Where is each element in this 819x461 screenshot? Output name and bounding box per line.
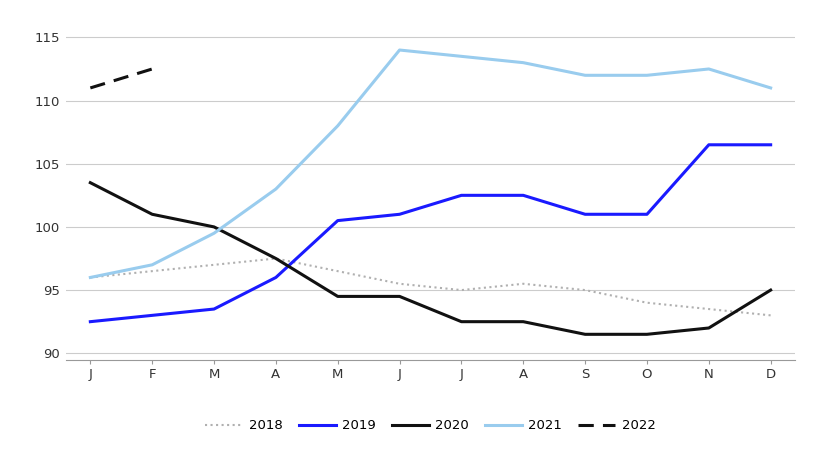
2020 [518, 319, 527, 325]
2018 [147, 268, 157, 274]
2018 [85, 275, 95, 280]
2020 [703, 325, 713, 331]
2018 [270, 256, 280, 261]
2020 [394, 294, 404, 299]
2021 [85, 275, 95, 280]
2021 [209, 230, 219, 236]
Legend: 2018, 2019, 2020, 2021, 2022: 2018, 2019, 2020, 2021, 2022 [200, 414, 660, 437]
2020 [641, 331, 651, 337]
2018 [518, 281, 527, 287]
2019 [703, 142, 713, 148]
2022 [147, 66, 157, 72]
2021 [518, 60, 527, 65]
2021 [580, 72, 590, 78]
2018 [765, 313, 775, 318]
Line: 2022: 2022 [90, 69, 152, 88]
2021 [147, 262, 157, 267]
2021 [456, 53, 466, 59]
2019 [270, 275, 280, 280]
2018 [703, 306, 713, 312]
2018 [580, 287, 590, 293]
2019 [580, 212, 590, 217]
2020 [270, 256, 280, 261]
2021 [394, 47, 404, 53]
2021 [641, 72, 651, 78]
2019 [209, 306, 219, 312]
2018 [394, 281, 404, 287]
2019 [518, 193, 527, 198]
2019 [85, 319, 95, 325]
Line: 2021: 2021 [90, 50, 770, 278]
2020 [147, 212, 157, 217]
2020 [765, 287, 775, 293]
2021 [333, 123, 342, 129]
2018 [641, 300, 651, 306]
Line: 2018: 2018 [90, 259, 770, 315]
2018 [333, 268, 342, 274]
2019 [333, 218, 342, 224]
2020 [209, 224, 219, 230]
2020 [333, 294, 342, 299]
2021 [270, 186, 280, 192]
Line: 2019: 2019 [90, 145, 770, 322]
2018 [456, 287, 466, 293]
2019 [765, 142, 775, 148]
2022 [85, 85, 95, 91]
2019 [394, 212, 404, 217]
2020 [85, 180, 95, 185]
2020 [456, 319, 466, 325]
2018 [209, 262, 219, 267]
2021 [703, 66, 713, 72]
2019 [456, 193, 466, 198]
2021 [765, 85, 775, 91]
2019 [147, 313, 157, 318]
2020 [580, 331, 590, 337]
Line: 2020: 2020 [90, 183, 770, 334]
2019 [641, 212, 651, 217]
